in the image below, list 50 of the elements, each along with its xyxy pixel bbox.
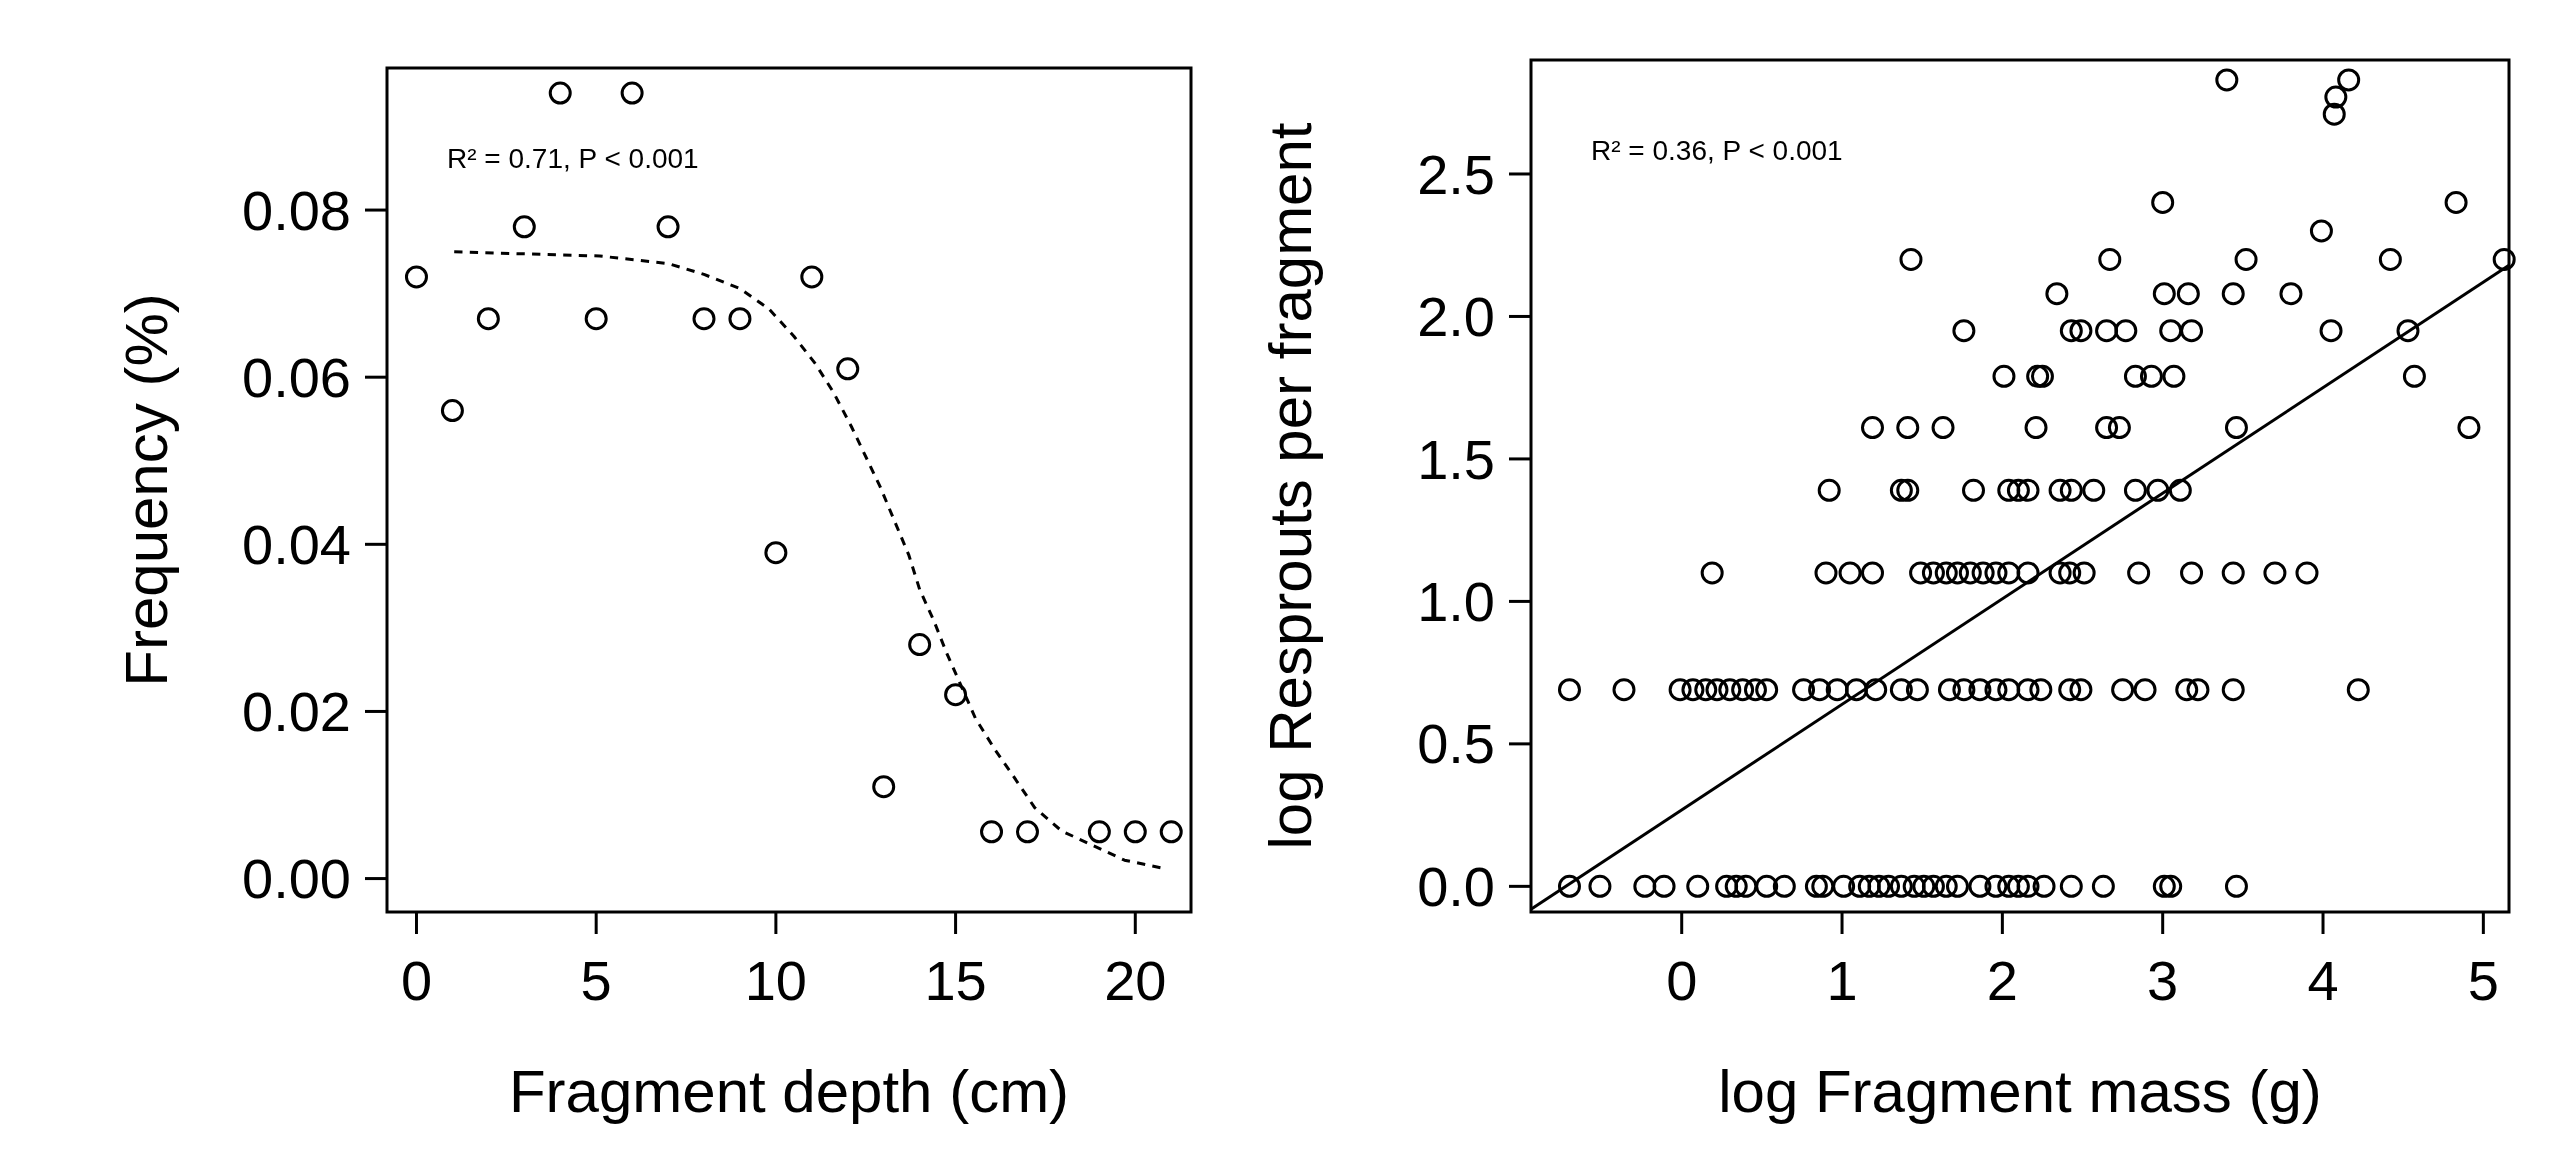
x-tick-label: 0 [1666, 949, 1698, 1012]
y-tick-label: 1.5 [1417, 427, 1495, 491]
point [872, 775, 896, 799]
y-tick-label: 1.0 [1417, 570, 1495, 633]
y-axis-title: log Resprouts per fragment [1257, 122, 1324, 850]
point [656, 215, 680, 239]
x-tick-label: 10 [744, 949, 808, 1012]
point [476, 307, 500, 331]
x-tick-label: 1 [1826, 949, 1858, 1012]
line-series [452, 250, 1162, 870]
x-tick-label: 0 [400, 949, 433, 1012]
point [548, 81, 572, 105]
point [980, 820, 1004, 844]
point [800, 265, 824, 289]
y-axis-title: Frequency (%) [113, 293, 180, 687]
point [944, 683, 968, 707]
point [584, 307, 608, 331]
point [836, 357, 860, 381]
y-tick-label: 0.06 [242, 345, 351, 409]
x-tick-label: 15 [924, 949, 987, 1012]
x-tick-label: 20 [1104, 949, 1167, 1012]
y-tick-label: 0.00 [242, 847, 351, 911]
point [1087, 820, 1111, 844]
x-tick-label: 5 [580, 949, 612, 1012]
x-axis-title: Fragment depth (cm) [508, 1058, 1070, 1125]
y-tick-label: 2.5 [1417, 142, 1495, 206]
point [620, 81, 644, 105]
x-tick-label: 3 [2147, 949, 2179, 1012]
y-tick-label: 0.5 [1417, 712, 1495, 776]
point [692, 307, 716, 331]
y-tick-label: 2.0 [1417, 285, 1495, 349]
annotation: R² = 0.71, P < 0.001 [447, 143, 699, 174]
point [1123, 820, 1147, 844]
y-tick-label: 0.04 [242, 512, 351, 576]
point [440, 399, 464, 423]
point [1015, 820, 1039, 844]
point [404, 265, 428, 289]
x-tick-label: 2 [1986, 949, 2018, 1012]
point [764, 541, 788, 565]
y-tick-label: 0.0 [1417, 854, 1495, 918]
y-tick-label: 0.08 [242, 178, 351, 242]
y-tick-label: 0.02 [242, 680, 351, 744]
point [1159, 820, 1183, 844]
point [728, 307, 752, 331]
x-axis-title: log Fragment mass (g) [1718, 1058, 2322, 1125]
x-tick-label: 4 [2307, 949, 2339, 1012]
annotation: R² = 0.36, P < 0.001 [1591, 135, 1843, 166]
x-tick-label: 5 [2467, 949, 2499, 1012]
point [512, 215, 536, 239]
point [908, 633, 932, 657]
